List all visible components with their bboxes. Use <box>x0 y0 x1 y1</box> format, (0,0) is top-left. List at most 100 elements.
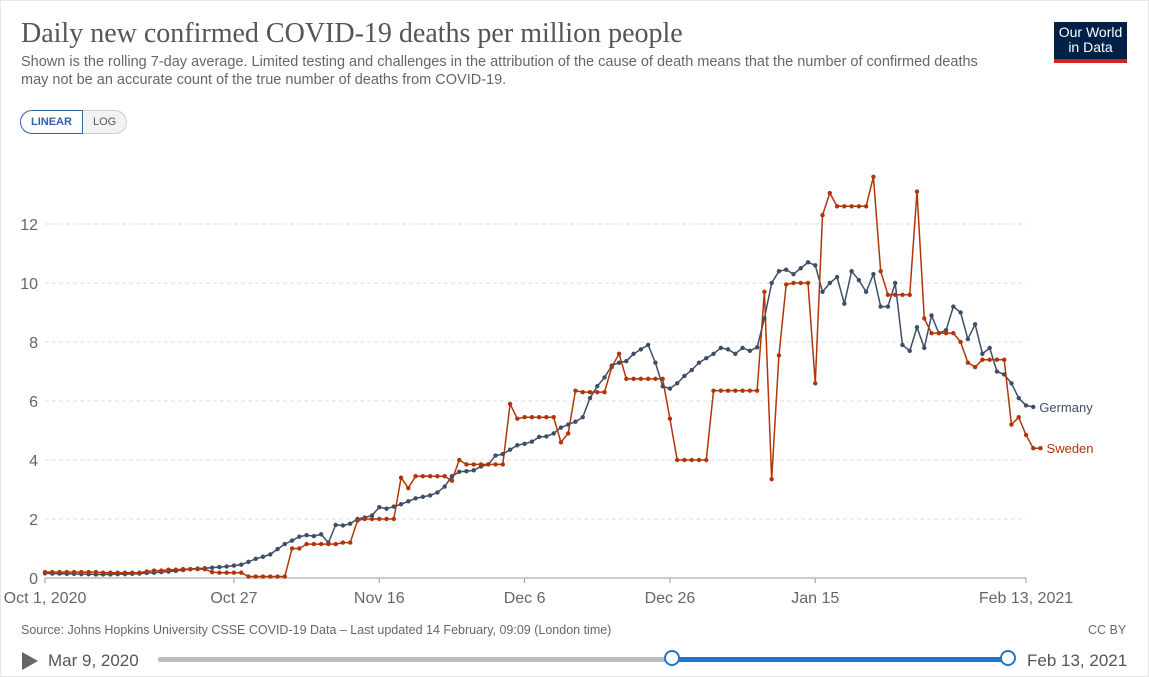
sweden-point <box>1002 357 1007 362</box>
sweden-point <box>137 570 142 575</box>
y-tick-label-6: 6 <box>29 394 38 411</box>
germany-point <box>384 506 389 511</box>
sweden-point <box>936 330 941 336</box>
sweden-series-label: Sweden <box>1047 441 1094 456</box>
sweden-point <box>427 474 433 479</box>
sweden-point <box>217 570 222 575</box>
sweden-point <box>369 516 375 522</box>
sweden-point <box>609 364 614 370</box>
chart-subtitle: Shown is the rolling 7-day average. Limi… <box>21 54 978 88</box>
germany-point <box>282 541 287 547</box>
sweden-point <box>50 569 55 575</box>
sweden-point <box>224 570 229 575</box>
germany-point <box>435 490 440 495</box>
germany-point <box>275 546 280 552</box>
sweden-point <box>522 415 527 420</box>
sweden-point <box>529 415 535 420</box>
germany-point <box>515 443 520 448</box>
sweden-point <box>1038 446 1043 451</box>
germany-point <box>725 347 731 352</box>
germany-point <box>536 434 542 440</box>
sweden-point <box>733 388 738 393</box>
germany-point <box>1002 372 1007 377</box>
sweden-point <box>398 475 404 480</box>
germany-point <box>893 280 898 286</box>
germany-point <box>922 345 927 351</box>
germany-point <box>289 538 295 543</box>
timeline-start-handle[interactable] <box>664 650 680 666</box>
sweden-point <box>289 546 295 551</box>
sweden-point <box>362 516 367 522</box>
sweden-point <box>842 204 847 209</box>
sweden-point <box>188 566 193 572</box>
sweden-point <box>100 570 106 575</box>
sweden-point <box>834 204 840 209</box>
sweden-point <box>725 388 731 393</box>
germany-point <box>834 274 840 280</box>
timeline-track[interactable] <box>158 657 1010 662</box>
series-labels: Germany Sweden <box>1039 400 1093 456</box>
sweden-point <box>747 388 753 393</box>
germany-point <box>711 351 716 356</box>
sweden-point <box>754 388 760 393</box>
sweden-point <box>355 518 360 523</box>
sweden-point <box>667 416 673 421</box>
sweden-point <box>587 389 593 395</box>
source-note: Source: Johns Hopkins University CSSE CO… <box>21 623 612 637</box>
sweden-point <box>958 339 963 345</box>
germany-point <box>776 269 782 274</box>
timeline-selected-range[interactable] <box>672 657 1009 662</box>
sweden-point <box>1009 422 1014 427</box>
x-axis: Oct 1, 2020 Oct 27 Nov 16 Dec 6 Dec 26 Jan 15… <box>4 577 1073 607</box>
x-tick-label-5: Jan 15 <box>791 590 839 607</box>
sweden-point <box>638 376 644 382</box>
play-icon[interactable] <box>22 652 38 670</box>
germany-point <box>616 360 622 365</box>
sweden-point <box>275 574 280 579</box>
license-link[interactable]: CC BY <box>1088 623 1127 637</box>
y-tick-label-4: 4 <box>29 453 38 470</box>
germany-point <box>464 469 469 474</box>
germany-point <box>747 348 753 354</box>
log-scale-button[interactable]: LOG <box>82 110 128 134</box>
sweden-point <box>420 474 426 479</box>
sweden-point <box>914 189 920 194</box>
germany-point <box>631 351 636 356</box>
germany-point <box>696 360 702 365</box>
x-tick-label-4: Dec 26 <box>645 590 696 607</box>
sweden-point <box>86 569 91 575</box>
sweden-point <box>79 569 84 575</box>
germany-point <box>224 564 229 569</box>
sweden-point <box>333 541 338 547</box>
germany-point <box>740 345 745 351</box>
sweden-point <box>326 541 331 547</box>
germany-point <box>900 342 905 348</box>
sweden-point <box>943 330 949 336</box>
owid-logo[interactable]: Our World in Data <box>1054 22 1127 63</box>
sweden-point <box>1031 446 1036 451</box>
sweden-point <box>442 474 447 479</box>
sweden-point <box>878 269 883 274</box>
sweden-point <box>71 569 77 575</box>
sweden-point <box>93 569 99 575</box>
sweden-point <box>987 357 992 362</box>
sweden-point <box>297 546 302 551</box>
germany-point <box>369 513 375 518</box>
germany-point <box>907 348 912 354</box>
sweden-point <box>595 389 600 395</box>
germany-point <box>798 266 803 271</box>
germany-point <box>863 289 869 295</box>
sweden-point <box>435 474 440 479</box>
germany-point <box>209 565 215 570</box>
germany-point <box>529 439 535 444</box>
sweden-point <box>144 569 149 574</box>
sweden-point <box>616 351 622 356</box>
linear-scale-button[interactable]: LINEAR <box>20 110 83 134</box>
timeline-end-handle[interactable] <box>1000 650 1016 666</box>
germany-point <box>653 360 658 365</box>
sweden-point <box>515 416 520 421</box>
germany-point <box>820 289 825 295</box>
sweden-point <box>108 570 113 575</box>
sweden-point <box>348 540 353 545</box>
